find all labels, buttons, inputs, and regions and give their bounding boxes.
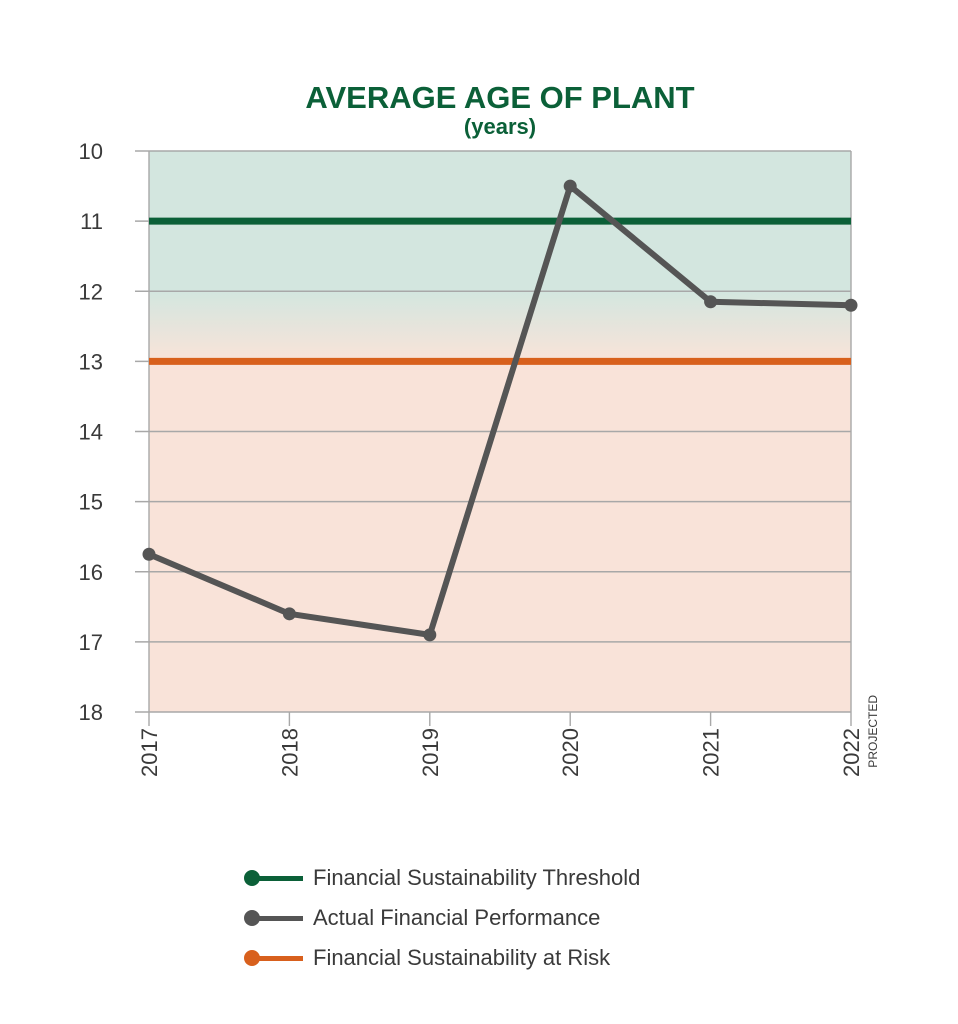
x-tick-label-2018: 2018 [277,728,302,777]
x-tick-label-2017: 2017 [137,728,162,777]
data-point-2018 [282,607,296,621]
legend: Financial Sustainability Threshold Actua… [243,858,640,978]
legend-label-actual: Actual Financial Performance [313,905,601,930]
legend-swatch-at-risk [243,948,305,968]
y-tick-label-14: 14 [79,420,103,445]
legend-dot-threshold [244,870,260,886]
y-tick-label-13: 13 [79,349,103,374]
projected-note: PROJECTED [866,695,880,768]
data-point-2017 [142,547,156,561]
x-tick-label-2021: 2021 [699,728,724,777]
y-tick-label-18: 18 [79,700,103,725]
reference-lines [149,217,851,365]
data-point-2019 [423,628,437,642]
x-tick-label-2020: 2020 [558,728,583,777]
legend-label-at-risk: Financial Sustainability at Risk [313,945,611,970]
legend-label-threshold: Financial Sustainability Threshold [313,865,641,890]
y-tick-label-12: 12 [79,279,103,304]
series-line [146,183,854,638]
y-tick-label-15: 15 [79,490,103,515]
legend-dot-actual [244,910,260,926]
chart-subtitle: (years) [464,114,536,139]
legend-swatch-actual [243,908,305,928]
legend-swatch-threshold [243,868,305,888]
data-point-2020 [563,179,577,193]
y-tick-label-11: 11 [80,209,103,234]
legend-line-at-risk [251,956,303,961]
data-point-2021 [704,295,718,309]
x-tick-label-2019: 2019 [418,728,443,777]
legend-line-actual [251,916,303,921]
legend-item-threshold: Financial Sustainability Threshold [243,858,640,898]
series-actual-financial-performance [142,179,858,642]
x-axis: 2017 2018 2019 2020 2021 2022 PROJECTED [137,695,880,777]
y-tick-label-17: 17 [79,630,103,655]
legend-item-at-risk: Financial Sustainability at Risk [243,938,640,978]
chart-title: AVERAGE AGE OF PLANT [305,80,694,115]
y-tick-label-10: 10 [79,139,103,164]
legend-dot-at-risk [244,950,260,966]
x-tick-label-2022: 2022 [839,728,864,777]
legend-item-actual: Actual Financial Performance [243,898,640,938]
y-tick-label-16: 16 [79,560,103,585]
data-point-2022 [844,298,858,312]
y-axis: 10 11 12 13 14 15 16 17 18 [79,139,103,725]
legend-line-threshold [251,876,303,881]
